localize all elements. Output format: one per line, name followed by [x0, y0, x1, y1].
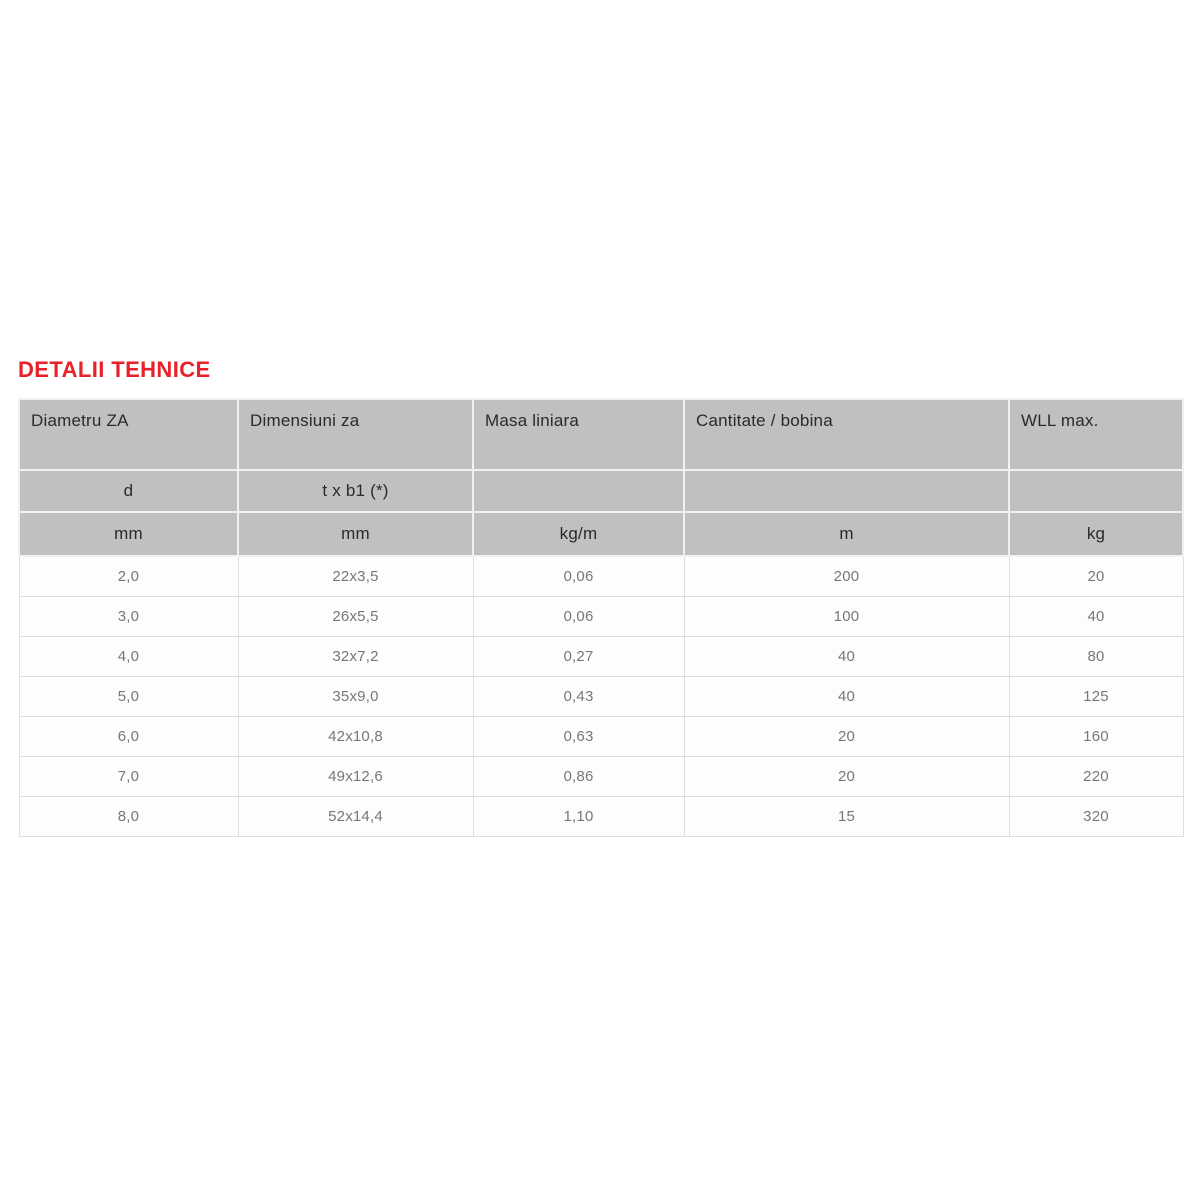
table-cell: 15 — [683, 795, 1010, 837]
table-cell: 40 — [683, 675, 1010, 717]
table-cell: 2,0 — [18, 555, 239, 597]
table-cell: 35x9,0 — [237, 675, 474, 717]
table-cell: 3,0 — [18, 595, 239, 637]
table-cell: 4,0 — [18, 635, 239, 677]
header-cell-diametru: Diametru ZA — [18, 398, 239, 471]
header-symbol-empty — [683, 469, 1010, 513]
table-cell: 6,0 — [18, 715, 239, 757]
header-row-symbols: d t x b1 (*) — [18, 469, 1184, 513]
table-row: 4,0 32x7,2 0,27 40 80 — [18, 635, 1184, 677]
table-cell: 20 — [683, 755, 1010, 797]
header-unit-kgm: kg/m — [472, 511, 685, 557]
table-cell: 320 — [1008, 795, 1184, 837]
table-cell: 200 — [683, 555, 1010, 597]
table-cell: 220 — [1008, 755, 1184, 797]
table-cell: 22x3,5 — [237, 555, 474, 597]
header-symbol-empty — [1008, 469, 1184, 513]
header-cell-dimensiuni: Dimensiuni za — [237, 398, 474, 471]
table-cell: 0,06 — [472, 595, 685, 637]
table-cell: 0,43 — [472, 675, 685, 717]
header-symbol-d: d — [18, 469, 239, 513]
table-cell: 5,0 — [18, 675, 239, 717]
table-header: Diametru ZA Dimensiuni za Masa liniara C… — [18, 398, 1184, 557]
table-cell: 125 — [1008, 675, 1184, 717]
table-cell: 52x14,4 — [237, 795, 474, 837]
table-cell: 40 — [1008, 595, 1184, 637]
header-row-titles: Diametru ZA Dimensiuni za Masa liniara C… — [18, 398, 1184, 471]
header-cell-masa: Masa liniara — [472, 398, 685, 471]
table-cell: 0,06 — [472, 555, 685, 597]
table-row: 8,0 52x14,4 1,10 15 320 — [18, 795, 1184, 837]
header-row-units: mm mm kg/m m kg — [18, 511, 1184, 557]
table-cell: 8,0 — [18, 795, 239, 837]
table-cell: 0,27 — [472, 635, 685, 677]
table-body: 2,0 22x3,5 0,06 200 20 3,0 26x5,5 0,06 1… — [18, 555, 1184, 837]
table-cell: 49x12,6 — [237, 755, 474, 797]
section-title: DETALII TEHNICE — [18, 357, 211, 382]
table-cell: 32x7,2 — [237, 635, 474, 677]
table-cell: 0,63 — [472, 715, 685, 757]
technical-details-table: Diametru ZA Dimensiuni za Masa liniara C… — [18, 398, 1184, 837]
table-row: 7,0 49x12,6 0,86 20 220 — [18, 755, 1184, 797]
table-cell: 20 — [683, 715, 1010, 757]
table-cell: 42x10,8 — [237, 715, 474, 757]
header-unit-mm: mm — [18, 511, 239, 557]
header-symbol-empty — [472, 469, 685, 513]
table-row: 3,0 26x5,5 0,06 100 40 — [18, 595, 1184, 637]
header-cell-cantitate: Cantitate / bobina — [683, 398, 1010, 471]
table-row: 5,0 35x9,0 0,43 40 125 — [18, 675, 1184, 717]
table-cell: 100 — [683, 595, 1010, 637]
table-cell: 26x5,5 — [237, 595, 474, 637]
header-cell-wll: WLL max. — [1008, 398, 1184, 471]
table-cell: 7,0 — [18, 755, 239, 797]
table-cell: 0,86 — [472, 755, 685, 797]
header-unit-mm: mm — [237, 511, 474, 557]
table-cell: 160 — [1008, 715, 1184, 757]
table-cell: 80 — [1008, 635, 1184, 677]
header-unit-m: m — [683, 511, 1010, 557]
table-row: 6,0 42x10,8 0,63 20 160 — [18, 715, 1184, 757]
table-cell: 1,10 — [472, 795, 685, 837]
table-cell: 40 — [683, 635, 1010, 677]
table-cell: 20 — [1008, 555, 1184, 597]
header-unit-kg: kg — [1008, 511, 1184, 557]
header-symbol-txb1: t x b1 (*) — [237, 469, 474, 513]
table-row: 2,0 22x3,5 0,06 200 20 — [18, 555, 1184, 597]
